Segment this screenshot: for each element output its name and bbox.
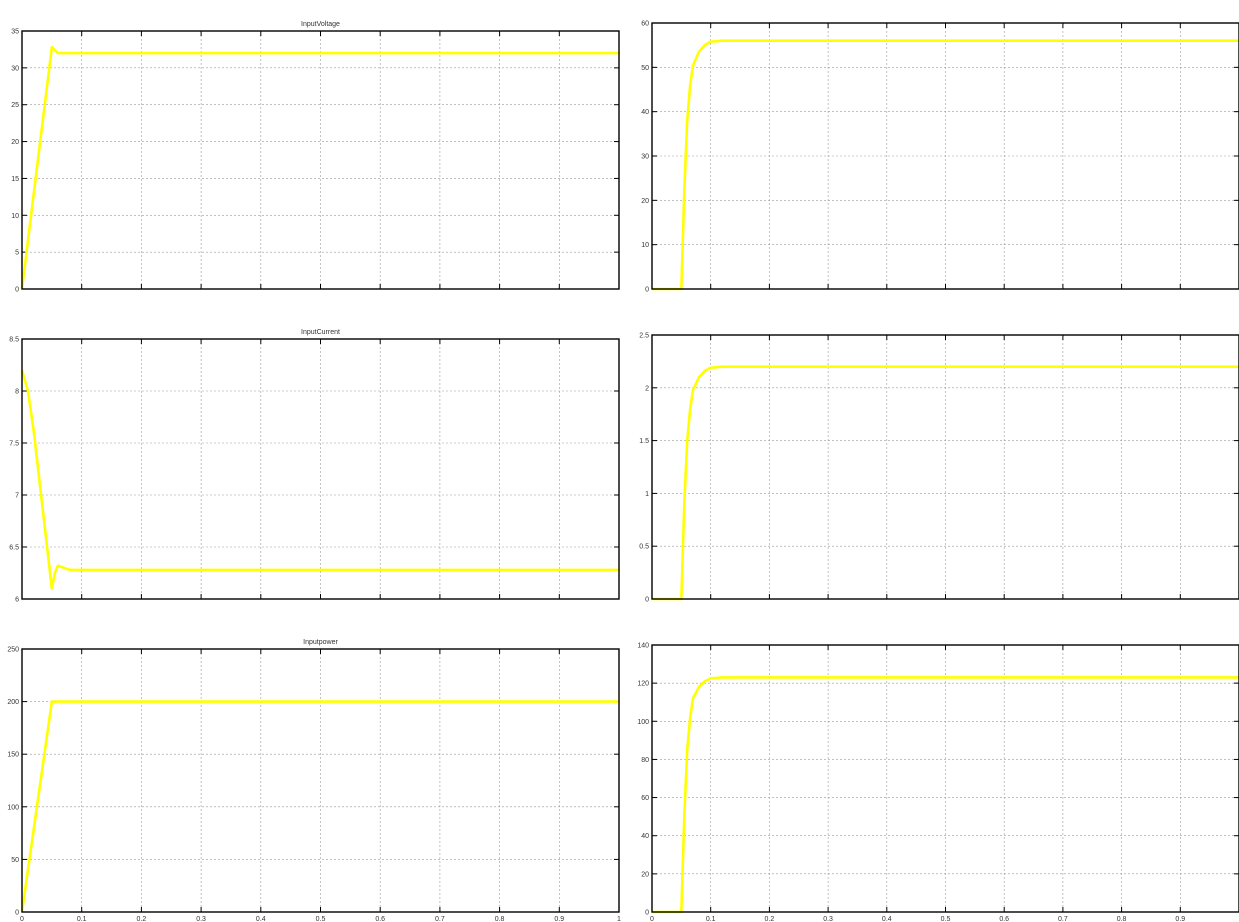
input-power-trace-0 — [20, 700, 619, 913]
input-voltage-frame — [21, 30, 620, 290]
input-power-xtick-label: 0.2 — [137, 916, 147, 922]
input-current-ytick-label: 6 — [15, 597, 19, 604]
input-current-ytick-label: 8 — [15, 389, 19, 396]
output-current-ytick-label: 2 — [645, 385, 649, 392]
output-current-ytick-label: 0 — [645, 597, 649, 604]
input-current-ytick-label: 7.5 — [9, 441, 19, 448]
output-voltage-ytick-label: 10 — [641, 242, 649, 249]
output-voltage-ytick-label: 30 — [641, 154, 649, 161]
input-power-xtick-label: 0.5 — [316, 916, 326, 922]
input-current-trace-0 — [20, 369, 619, 590]
input-voltage-ytick-label: 15 — [11, 176, 19, 183]
output-current-plot: 0 0.5 1 1.5 2 2.5 — [639, 333, 1239, 604]
input-voltage-ytick-label: 0 — [15, 287, 19, 294]
input-voltage-ytick-label: 25 — [11, 102, 19, 109]
output-voltage-frame — [651, 22, 1239, 290]
input-current-ytick-label: 8.5 — [9, 337, 19, 344]
output-power-xtick-label: 0.8 — [1117, 916, 1127, 922]
input-power-plot: 0 50 100 150 200 250 0 0.1 0.2 0.3 0.4 0.5 0.6 0.7 0.8… — [7, 639, 621, 922]
output-power-ytick-label: 80 — [641, 757, 649, 764]
output-current-ytick-label: 0.5 — [639, 544, 649, 551]
input-current-ytick-label: 7 — [15, 493, 19, 500]
input-power-ytick-label: 150 — [7, 752, 19, 759]
output-power-xtick-label: 0.7 — [1058, 916, 1068, 922]
input-power-ytick-label: 0 — [15, 910, 19, 917]
output-power-trace-0 — [652, 676, 1239, 914]
output-voltage-ytick-label: 40 — [641, 109, 649, 116]
output-power-xtick-label: 0.9 — [1175, 916, 1185, 922]
output-current-ytick-label: 1 — [645, 491, 649, 498]
input-power-ytick-label: 50 — [11, 857, 19, 864]
output-power-xtick-label: 0 — [650, 916, 654, 922]
output-voltage-plot: 0 10 20 30 40 50 60 — [641, 21, 1239, 294]
input-voltage-ytick-label: 5 — [15, 250, 19, 257]
output-voltage-trace-0 — [652, 39, 1239, 291]
output-power-ytick-label: 40 — [641, 833, 649, 840]
input-power-xtick-label: 0.1 — [77, 916, 87, 922]
output-current-ytick-label: 1.5 — [639, 438, 649, 445]
output-power-ytick-label: 140 — [637, 643, 649, 650]
output-power-ytick-label: 120 — [637, 681, 649, 688]
input-power-ytick-label: 200 — [7, 699, 19, 706]
input-current-plot: 6 6.5 7 7.5 8 8.5 InputCurrent — [9, 329, 620, 604]
output-current-frame — [651, 334, 1239, 600]
output-power-plot: 0 20 40 60 80 100 120 140 0 0.1 0.2 0.3 0.4 0.5 0.6 0.7… — [637, 643, 1239, 922]
input-voltage-ytick-label: 30 — [11, 65, 19, 72]
input-power-title: Inputpower — [303, 639, 338, 646]
output-power-ytick-label: 0 — [645, 910, 649, 917]
input-power-xtick-label: 0.6 — [375, 916, 385, 922]
output-current-ytick-label: 2.5 — [639, 333, 649, 340]
input-power-xtick-label: 0.8 — [495, 916, 505, 922]
output-power-xtick-label: 0.5 — [941, 916, 951, 922]
input-current-ytick-label: 6.5 — [9, 545, 19, 552]
output-voltage-ytick-label: 50 — [641, 65, 649, 72]
output-current-trace-0 — [652, 365, 1239, 601]
output-voltage-ytick-label: 20 — [641, 198, 649, 205]
input-voltage-ytick-label: 10 — [11, 213, 19, 220]
output-power-ytick-label: 20 — [641, 871, 649, 878]
output-voltage-ytick-label: 0 — [645, 287, 649, 294]
input-power-frame — [21, 648, 620, 913]
input-power-plot-area — [22, 649, 619, 912]
input-voltage-trace-0 — [20, 45, 619, 290]
input-voltage-ytick-label: 20 — [11, 139, 19, 146]
input-current-title: InputCurrent — [301, 329, 340, 336]
output-power-ytick-label: 100 — [637, 719, 649, 726]
output-power-xtick-label: 0.6 — [999, 916, 1009, 922]
output-power-xtick-label: 0.2 — [765, 916, 775, 922]
input-current-frame — [21, 338, 620, 600]
input-power-xtick-label: 0.9 — [554, 916, 564, 922]
input-power-xtick-label: 0.3 — [196, 916, 206, 922]
output-power-ytick-label: 60 — [641, 795, 649, 802]
input-voltage-plot: 0 5 10 15 20 25 30 35 InputVoltage — [11, 21, 620, 294]
input-voltage-ytick-label: 35 — [11, 29, 19, 36]
input-power-xtick-label: 0 — [20, 916, 24, 922]
output-power-xtick-label: 0.4 — [882, 916, 892, 922]
input-power-xtick-label: 1 — [617, 916, 621, 922]
input-power-ytick-label: 250 — [7, 647, 19, 654]
input-power-ytick-label: 100 — [7, 804, 19, 811]
output-voltage-ytick-label: 60 — [641, 21, 649, 28]
input-power-xtick-label: 0.4 — [256, 916, 266, 922]
output-power-xtick-label: 0.3 — [823, 916, 833, 922]
output-power-frame — [651, 644, 1239, 913]
input-power-xtick-label: 0.7 — [435, 916, 445, 922]
output-power-xtick-label: 0.1 — [706, 916, 716, 922]
input-voltage-title: InputVoltage — [301, 21, 340, 28]
